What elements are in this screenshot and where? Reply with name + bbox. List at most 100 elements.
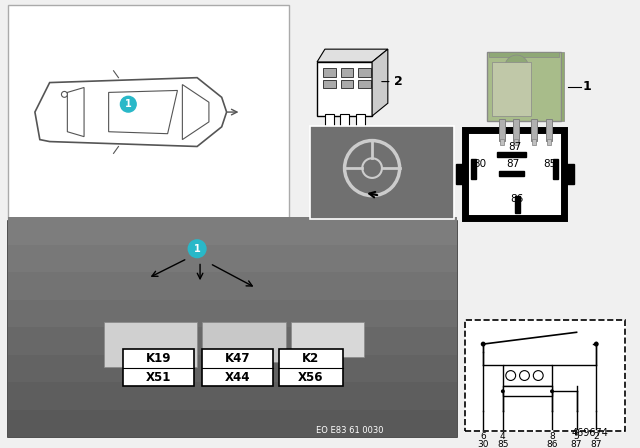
Bar <box>564 164 573 184</box>
Text: 6: 6 <box>480 432 486 441</box>
Bar <box>8 245 457 272</box>
Polygon shape <box>182 85 209 140</box>
Bar <box>456 164 465 184</box>
Bar <box>514 138 518 146</box>
Text: 8: 8 <box>549 432 555 441</box>
Text: 87: 87 <box>506 159 519 169</box>
Bar <box>337 153 353 175</box>
Bar <box>340 68 353 77</box>
Circle shape <box>61 91 67 97</box>
Bar <box>492 62 531 116</box>
Bar <box>465 320 625 431</box>
Polygon shape <box>35 78 227 146</box>
Text: 85: 85 <box>543 159 557 169</box>
Bar <box>497 152 527 157</box>
Bar <box>8 383 457 410</box>
Circle shape <box>481 342 486 347</box>
Polygon shape <box>317 49 388 62</box>
Text: X44: X44 <box>225 370 250 383</box>
Text: 87: 87 <box>508 142 521 152</box>
Text: 30: 30 <box>477 440 489 448</box>
Bar <box>353 153 358 175</box>
Text: 1: 1 <box>125 99 132 109</box>
Text: 86: 86 <box>547 440 557 448</box>
Text: 87: 87 <box>591 440 602 448</box>
Text: 3: 3 <box>374 159 383 172</box>
Bar <box>356 114 365 136</box>
Bar <box>346 173 349 183</box>
Bar <box>503 386 552 396</box>
Text: 2: 2 <box>394 75 403 88</box>
Bar <box>499 171 525 176</box>
Bar <box>278 349 342 386</box>
Bar <box>472 159 476 179</box>
Text: 2: 2 <box>593 432 599 441</box>
Text: 30: 30 <box>473 159 486 169</box>
Bar <box>465 130 564 218</box>
Bar <box>8 300 457 327</box>
Text: 1: 1 <box>583 80 592 93</box>
Bar <box>8 272 457 300</box>
Bar <box>340 80 353 88</box>
Polygon shape <box>372 49 388 116</box>
Text: EO E83 61 0030: EO E83 61 0030 <box>316 426 383 435</box>
Circle shape <box>505 55 529 79</box>
Text: 4: 4 <box>500 432 506 441</box>
Bar <box>340 173 344 183</box>
Text: 86: 86 <box>510 194 524 203</box>
Bar <box>124 349 194 386</box>
Polygon shape <box>67 87 84 137</box>
Bar <box>104 323 197 367</box>
Bar <box>202 323 285 362</box>
Text: 85: 85 <box>497 440 509 448</box>
Bar <box>323 68 336 77</box>
Bar <box>503 365 552 386</box>
Bar <box>499 119 505 141</box>
Text: 87: 87 <box>571 440 582 448</box>
Text: 469674: 469674 <box>572 427 609 438</box>
Bar <box>547 138 551 146</box>
Bar <box>515 196 520 213</box>
Bar <box>8 355 457 383</box>
Bar <box>8 327 457 355</box>
Text: 5: 5 <box>573 432 579 441</box>
Bar <box>553 159 558 179</box>
Bar <box>357 133 364 141</box>
Bar <box>8 5 289 219</box>
Bar <box>323 80 336 88</box>
Circle shape <box>550 389 554 393</box>
Bar <box>500 138 504 146</box>
Text: K19: K19 <box>146 352 172 365</box>
Bar <box>465 320 625 431</box>
Bar <box>8 217 457 245</box>
Bar <box>358 80 371 88</box>
Bar <box>326 133 333 141</box>
Text: X56: X56 <box>298 370 323 383</box>
Bar <box>8 410 457 437</box>
Bar <box>489 52 559 57</box>
Bar <box>317 62 372 116</box>
Bar <box>291 323 364 357</box>
Text: X51: X51 <box>146 370 172 383</box>
Bar <box>202 349 273 386</box>
Bar <box>532 138 536 146</box>
Bar <box>358 68 371 77</box>
Bar <box>546 119 552 141</box>
Bar <box>340 114 349 136</box>
Bar <box>340 133 348 141</box>
Circle shape <box>188 240 206 258</box>
Bar <box>310 126 454 219</box>
Circle shape <box>120 96 136 112</box>
Circle shape <box>501 389 505 393</box>
Polygon shape <box>109 90 177 134</box>
Bar <box>531 119 537 141</box>
Text: K47: K47 <box>225 352 250 365</box>
Bar <box>513 119 518 141</box>
Bar <box>325 114 334 136</box>
Bar <box>8 221 457 437</box>
Text: 1: 1 <box>194 244 200 254</box>
Circle shape <box>594 342 598 347</box>
Bar <box>487 52 561 121</box>
Text: K2: K2 <box>301 352 319 365</box>
Polygon shape <box>561 52 564 121</box>
